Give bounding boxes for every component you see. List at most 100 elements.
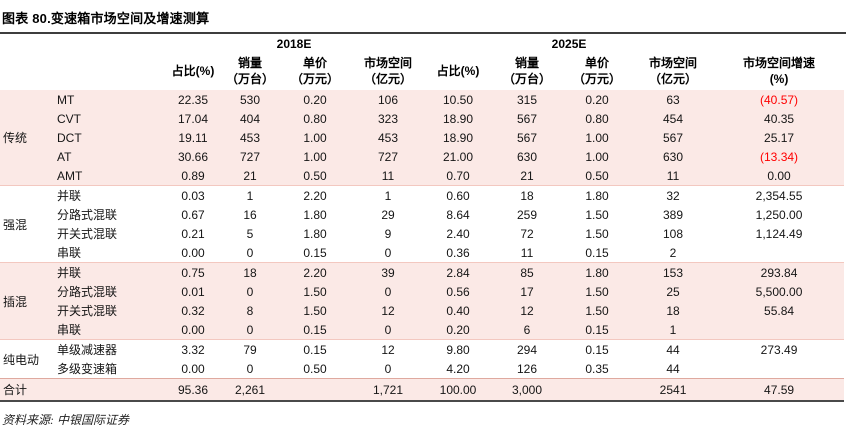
value-cell: 454 [632,109,715,128]
value-cell: 11 [352,166,425,186]
total-value-cell: 47.59 [714,378,845,402]
table-row: DCT 19.11 453 1.00 453 18.90 567 1.00 567 25.17 [0,128,845,147]
value-cell: 3.32 [164,339,222,359]
row-label: 分路式混联 [57,208,118,222]
value-cell: 567 [492,128,563,147]
value-cell: 29 [381,207,395,222]
value-cell: 630 [492,147,563,166]
row-label: 串联 [57,246,82,260]
value-cell: 404 [222,109,278,128]
value-cell: (13.34) [714,147,845,166]
value-cell: 2 [669,245,677,260]
row-label: AMT [52,166,164,186]
value-cell: 453 [222,128,278,147]
total-value-cell: 1,721 [352,378,425,402]
row-label: 并联 [52,185,164,205]
value-cell: 0.80 [562,109,633,128]
value-cell: 18.90 [424,128,493,147]
value-cell: 1.50 [278,282,352,301]
value-cell: 0.15 [278,339,352,359]
value-cell: 0.00 [164,320,222,340]
value-cell: 0.15 [303,245,327,260]
row-label: 并联 [52,262,164,282]
value-cell: 1.50 [585,226,609,241]
value-cell: 18.90 [424,109,493,128]
value-cell: 32 [632,185,715,205]
market-size-table: 2018E 2025E 占比(%) 销量 （万台） 单价 （万元） 市场空间 （亿元） 占比(… [0,36,845,402]
value-cell: 40.35 [714,109,845,128]
value-cell: 12 [492,301,563,320]
value-cell: 126 [517,361,538,376]
value-cell: 0.20 [562,90,633,109]
table-row: 纯电动 单级减速器 3.32 79 0.15 12 9.80 294 0.15 44 273.49 [0,339,845,379]
total-value-cell: 100.00 [424,378,493,402]
value-cell: 108 [663,226,684,241]
value-cell: 21.00 [424,147,493,166]
value-cell: 0.01 [164,282,222,301]
total-value-cell: 3,000 [492,378,563,402]
value-cell: 1.50 [585,207,609,222]
value-cell: 25.17 [714,128,845,147]
table-row: 分路式混联 0.01 0 1.50 0 0.56 17 1.50 25 5,500.00 [0,282,845,301]
value-cell: 1.50 [562,301,633,320]
row-label: 多级变速箱 [57,362,118,376]
value-cell: 4.20 [446,361,470,376]
column-header: 市场空间 （亿元） [364,55,413,86]
value-cell: 1.80 [562,262,633,282]
year-2018-header: 2018E [276,36,312,51]
value-cell: 727 [352,147,425,166]
value-cell: 0.80 [278,109,352,128]
value-cell: 0.15 [585,245,609,260]
value-cell: 0 [246,245,254,260]
value-cell: 11 [520,245,534,260]
value-cell [714,359,844,379]
value-cell: 6 [492,320,563,340]
row-label: MT [52,90,164,109]
value-cell: 0.20 [278,90,352,109]
column-header: 销量 （万台） [503,55,552,86]
value-cell: 0 [222,320,278,340]
value-cell: 630 [632,147,715,166]
value-cell: 0.32 [164,301,222,320]
column-header: 占比(%) [171,63,215,78]
value-cell: 0.03 [164,185,222,205]
value-cell: 2.20 [278,185,352,205]
value-cell: 0 [222,282,278,301]
metric-header-row: 占比(%) 销量 （万台） 单价 （万元） 市场空间 （亿元） 占比(%) 销量 （万台） 单价 （万… [0,53,844,90]
table-row: 串联 0.00 0 0.15 0 0.20 6 0.15 1 [0,320,845,340]
value-cell: 11 [632,166,715,186]
value-cell: 17 [492,282,563,301]
value-cell: 273.49 [714,339,845,359]
value-cell: 1.50 [278,301,352,320]
value-cell: 0 [352,320,425,340]
value-cell: 0.50 [562,166,633,186]
value-cell: 106 [352,90,425,109]
value-cell: 10.50 [424,90,493,109]
value-cell: 153 [632,262,715,282]
value-cell: 72 [520,226,534,241]
value-cell: 12 [352,301,425,320]
group-label: 插混 [0,262,52,340]
row-label: DCT [52,128,164,147]
value-cell: 1 [632,320,715,340]
row-label: 开关式混联 [57,227,118,241]
value-cell: 25 [632,282,715,301]
table-row: CVT 17.04 404 0.80 323 18.90 567 0.80 454 40.35 [0,109,845,128]
table-footer: 合计 95.36 2,261 1,721 100.00 3,000 2541 47.59 [0,378,845,402]
value-cell: 0.56 [424,282,493,301]
value-cell: 2.20 [278,262,352,282]
column-header: 单价 （万元） [290,55,339,86]
value-cell: 294 [492,339,563,359]
total-value-cell: 2541 [632,378,715,402]
value-cell: 16 [243,207,257,222]
column-header: 销量 （万台） [225,55,274,86]
chart-title: 图表 80.变速箱市场空间及增速测算 [2,11,210,26]
value-cell: 17.04 [164,109,222,128]
row-label: 单级减速器 [52,339,164,359]
value-cell: 22.35 [164,90,222,109]
value-cell: 5 [246,226,254,241]
value-cell: 0.00 [181,245,205,260]
value-cell: 0.75 [164,262,222,282]
table-row: AT 30.66 727 1.00 727 21.00 630 1.00 630 (13.34) [0,147,845,166]
